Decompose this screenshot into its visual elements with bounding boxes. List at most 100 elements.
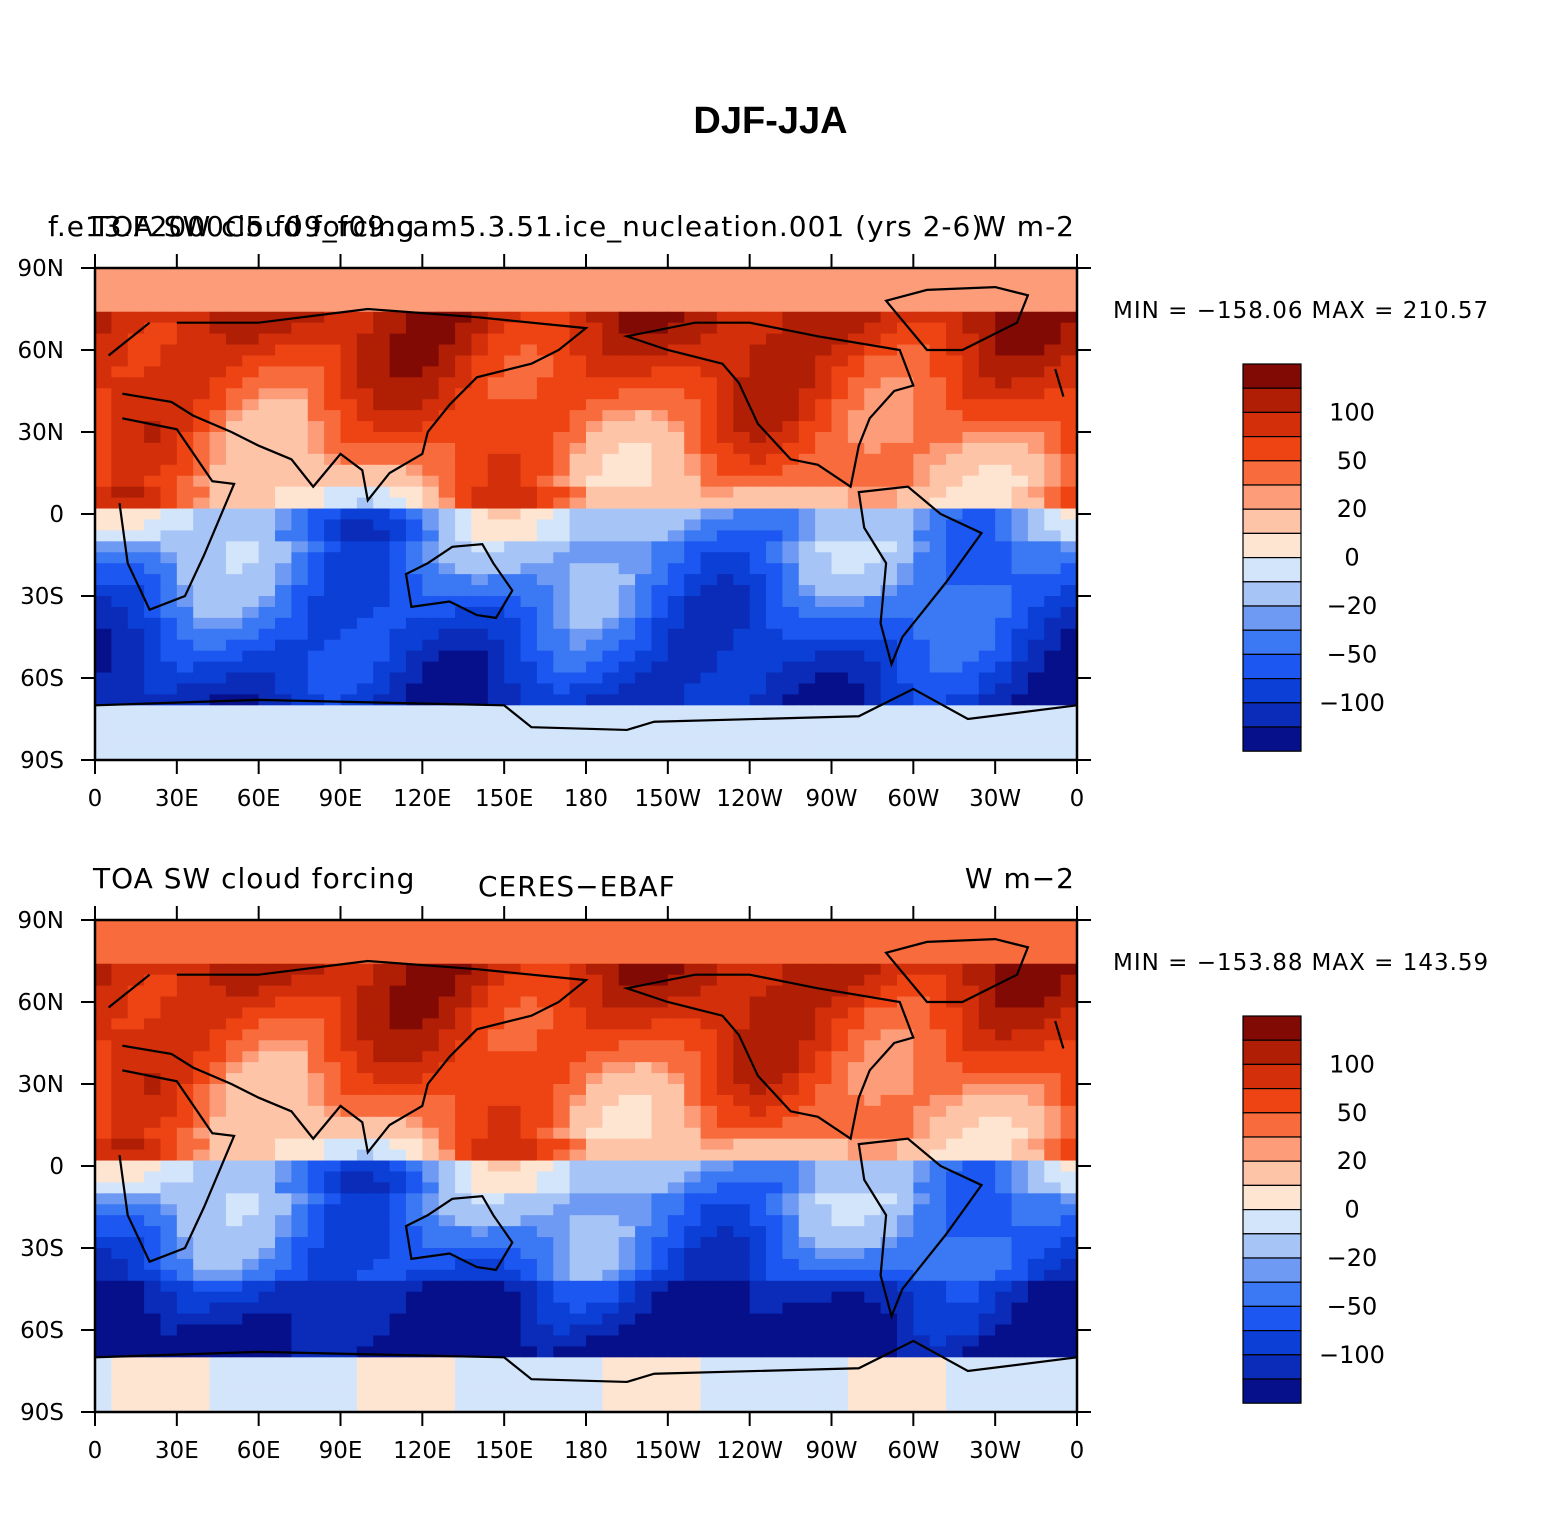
field-cell [209,1204,227,1216]
field-cell [520,1051,538,1063]
field-cell [127,639,145,652]
field-cell [962,1116,980,1129]
field-cell [618,617,636,630]
field-cell [389,1313,407,1326]
field-cell [651,432,669,444]
field-cell [258,1051,276,1063]
field-cell [815,453,833,466]
field-cell [504,628,522,641]
field-cell [635,639,653,652]
field-cell [258,1248,276,1260]
field-cell [307,941,325,954]
field-cell [291,1248,309,1260]
field-cell [733,1007,751,1019]
field-cell [667,1062,685,1074]
field-cell [880,661,898,674]
field-cell [1011,941,1029,954]
field-cell [291,399,309,411]
field-cell [160,1073,178,1085]
field-cell [275,672,292,685]
field-cell [880,1018,898,1030]
field-cell [667,606,685,619]
field-cell [536,410,554,422]
field-cell [504,672,522,685]
field-cell [602,399,620,411]
field-cell [749,1040,767,1052]
field-cell [635,727,653,739]
x-tick-label: 150W [635,786,702,812]
field-cell [487,1062,505,1074]
field-cell [291,322,309,335]
field-cell [749,1193,767,1205]
field-cell [422,541,440,553]
field-cell [995,1051,1013,1063]
field-cell [209,1226,227,1238]
field-cell [733,1226,751,1238]
field-cell [455,941,473,954]
field-cell [225,1007,243,1019]
field-cell [1011,1193,1029,1205]
field-cell [978,1237,996,1249]
field-cell [242,1007,260,1019]
field-cell [716,442,734,455]
field-cell [618,530,636,542]
field-cell [798,628,816,641]
field-cell [978,650,996,663]
field-cell [1060,952,1078,965]
field-cell [389,453,407,466]
field-cell [667,366,685,378]
field-cell [618,475,636,488]
field-cell [225,300,243,313]
field-cell [471,694,489,706]
field-cell [209,661,227,674]
field-cell [700,311,718,324]
field-cell [684,541,702,553]
field-cell [405,1269,423,1282]
field-cell [291,1291,309,1304]
field-cell [307,705,325,717]
field-cell [700,464,718,477]
field-cell [798,1051,816,1063]
field-cell [242,1160,260,1173]
field-cell [1044,410,1062,422]
field-cell [127,410,145,422]
field-cell [602,464,620,477]
field-cell [340,1193,358,1205]
field-cell [242,421,260,433]
field-cell [1044,344,1062,357]
field-cell [946,486,964,499]
field-cell [798,541,816,553]
field-cell [471,1215,489,1227]
field-cell [1027,749,1045,761]
field-cell [536,1313,554,1326]
field-cell [896,672,914,685]
field-cell [1011,344,1029,357]
field-cell [602,497,620,510]
field-cell [536,1226,554,1238]
field-cell [225,606,243,619]
field-cell [438,749,456,761]
field-cell [520,1062,538,1074]
field-cell [160,617,178,630]
field-cell [864,705,882,717]
x-tick-label: 60E [237,786,281,812]
field-cell [176,421,194,433]
field-cell [569,530,587,542]
field-cell [127,606,145,619]
field-cell [389,639,407,652]
field-cell [471,377,489,389]
field-cell [1027,1302,1045,1315]
field-cell [258,1204,276,1216]
field-cell [487,333,505,346]
field-cell [831,727,849,739]
field-cell [962,661,980,674]
field-cell [831,311,849,324]
field-cell [455,985,473,998]
field-cell [667,1007,685,1019]
field-cell [520,1182,538,1194]
field-cell [356,694,374,706]
field-cell [422,738,440,750]
field-cell [962,683,980,695]
field-cell [635,541,653,553]
field-cell [356,596,374,608]
